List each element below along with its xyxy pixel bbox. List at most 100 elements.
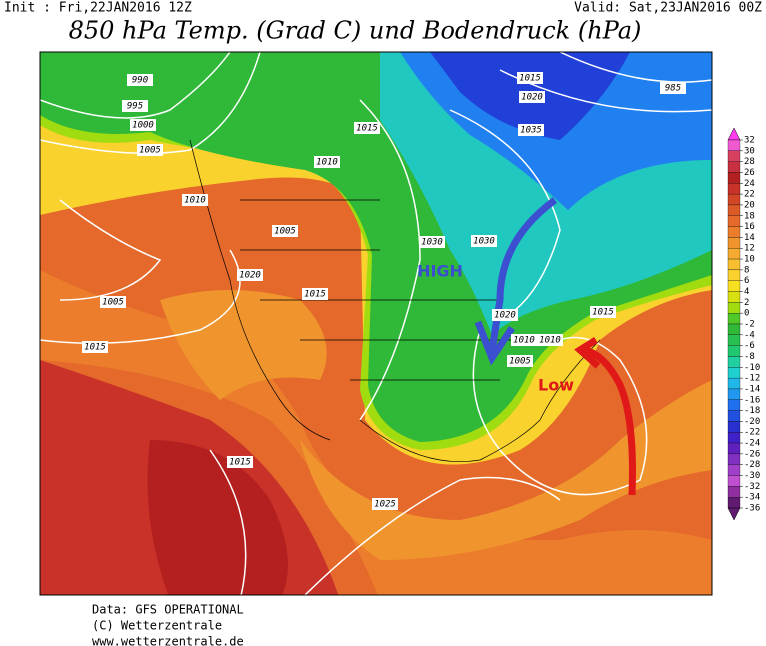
colorbar-swatch bbox=[727, 258, 741, 271]
map-title: 850 hPa Temp. (Grad C) und Bodendruck (h… bbox=[69, 17, 642, 45]
map-field: 990 995 1000 1005 1010 1010 1005 1020 1015 1005 10… bbox=[40, 52, 712, 595]
isobar-label: 1030 bbox=[421, 238, 443, 248]
footer-line: (C) Wetterzentrale bbox=[92, 619, 222, 633]
colorbar-swatch bbox=[727, 377, 741, 390]
colorbar-swatch bbox=[727, 139, 741, 151]
colorbar-label: -14 bbox=[744, 384, 760, 394]
isobar-label: 1020 bbox=[494, 311, 516, 321]
colorbar-cap bbox=[727, 507, 741, 521]
isobar-label: 995 bbox=[127, 102, 143, 112]
footer-line: Data: GFS OPERATIONAL bbox=[92, 603, 244, 617]
high-label: HIGH bbox=[417, 262, 463, 281]
colorbar-label: 12 bbox=[744, 244, 755, 254]
isobar-label-box bbox=[127, 74, 153, 86]
colorbar-swatch bbox=[727, 345, 741, 357]
colorbar-swatch bbox=[727, 388, 741, 400]
isobar-label: 1020 bbox=[239, 271, 261, 281]
colorbar-swatch bbox=[727, 486, 741, 498]
isobar-label: 1005 bbox=[509, 357, 531, 367]
colorbar-label: -16 bbox=[744, 395, 760, 405]
colorbar-label: 0 bbox=[744, 309, 749, 319]
isobar-label-box bbox=[517, 72, 543, 84]
isobar-label: 1025 bbox=[374, 500, 396, 510]
isobar-label: 1015 bbox=[304, 290, 326, 300]
isobar-label-box bbox=[314, 156, 340, 168]
isobar-label-box bbox=[372, 498, 398, 510]
colorbar-label: 8 bbox=[744, 265, 749, 275]
colorbar-swatch bbox=[727, 204, 741, 216]
isobar-label-box bbox=[227, 456, 253, 468]
colorbar-label: 16 bbox=[744, 222, 755, 232]
valid-time: Valid: Sat,23JAN2016 00Z bbox=[574, 1, 762, 16]
colorbar-label: -36 bbox=[744, 504, 760, 514]
isobar-label: 1035 bbox=[520, 126, 542, 136]
isobar-label: 985 bbox=[665, 84, 681, 94]
colorbar-label: 10 bbox=[744, 255, 755, 265]
colorbar-label: 24 bbox=[744, 179, 755, 189]
colorbar-label: 6 bbox=[744, 276, 749, 286]
colorbar-label: -12 bbox=[744, 374, 760, 384]
colorbar-swatch bbox=[727, 280, 741, 292]
colorbar-swatch bbox=[727, 399, 741, 411]
footer-line: www.wetterzentrale.de bbox=[92, 635, 244, 646]
isobar-label-box bbox=[237, 269, 263, 281]
colorbar-label: -30 bbox=[744, 471, 760, 481]
colorbar-swatch bbox=[727, 475, 741, 487]
colorbar-label: -18 bbox=[744, 406, 760, 416]
isobar-label-box bbox=[507, 355, 533, 367]
colorbar-swatch bbox=[727, 237, 741, 249]
colorbar-swatch bbox=[727, 464, 741, 476]
isobar-label-box bbox=[511, 334, 537, 346]
colorbar-label: 30 bbox=[744, 146, 755, 156]
colorbar-label: 4 bbox=[744, 287, 749, 297]
colorbar-swatch bbox=[727, 226, 741, 238]
isobar-label: 1020 bbox=[521, 93, 543, 103]
colorbar-label: -2 bbox=[744, 320, 755, 330]
isobar-label-box bbox=[130, 119, 156, 131]
map-frame bbox=[39, 51, 713, 596]
colorbar-label: 14 bbox=[744, 233, 755, 243]
colorbar-label: 26 bbox=[744, 168, 755, 178]
init-time: Init : Fri,22JAN2016 12Z bbox=[4, 1, 192, 16]
isobar-label-box bbox=[182, 194, 208, 206]
colorbar-label: 32 bbox=[744, 136, 755, 146]
colorbar-swatch bbox=[727, 367, 741, 379]
isobar-label: 1010 bbox=[184, 196, 206, 206]
colorbar-swatch bbox=[727, 269, 741, 281]
isobar-label: 1005 bbox=[102, 298, 124, 308]
isobar-label-box bbox=[272, 225, 298, 237]
colorbar-cap bbox=[727, 127, 741, 141]
colorbar-swatch bbox=[727, 442, 741, 455]
colorbar-swatch bbox=[727, 334, 741, 346]
colorbar-label: -24 bbox=[744, 439, 760, 449]
isobar-label-box bbox=[354, 122, 380, 134]
colorbar-label: -6 bbox=[744, 341, 755, 351]
isobar-label-box bbox=[419, 236, 445, 248]
isobar-label: 1010 bbox=[539, 336, 561, 346]
colorbar-label: -26 bbox=[744, 449, 760, 459]
colorbar-swatch bbox=[727, 248, 741, 260]
isobar-label: 1015 bbox=[84, 343, 106, 353]
isobar-label-box bbox=[100, 296, 126, 308]
isobar-label-box bbox=[492, 309, 518, 321]
colorbar-swatch bbox=[727, 150, 741, 162]
isobar-label-box bbox=[471, 235, 497, 247]
isobar-label: 990 bbox=[132, 76, 148, 86]
colorbar-swatch bbox=[727, 172, 741, 184]
colorbar-swatch bbox=[727, 453, 741, 465]
colorbar-label: -10 bbox=[744, 363, 760, 373]
isobar-label: 1015 bbox=[592, 308, 614, 318]
colorbar-label: -4 bbox=[744, 330, 755, 340]
colorbar-swatch bbox=[727, 302, 741, 314]
colorbar-swatch bbox=[727, 410, 741, 422]
isobar-label-box bbox=[137, 144, 163, 156]
isobar-label-box bbox=[660, 82, 686, 94]
isobar-label-box bbox=[122, 100, 148, 112]
isobar-label-box bbox=[302, 288, 328, 300]
isobar-label-box bbox=[82, 341, 108, 353]
colorbar-swatch bbox=[727, 183, 741, 195]
isobar-label: 1015 bbox=[519, 74, 541, 84]
isobar-label-box bbox=[518, 124, 544, 136]
colorbar-swatch bbox=[727, 215, 741, 227]
